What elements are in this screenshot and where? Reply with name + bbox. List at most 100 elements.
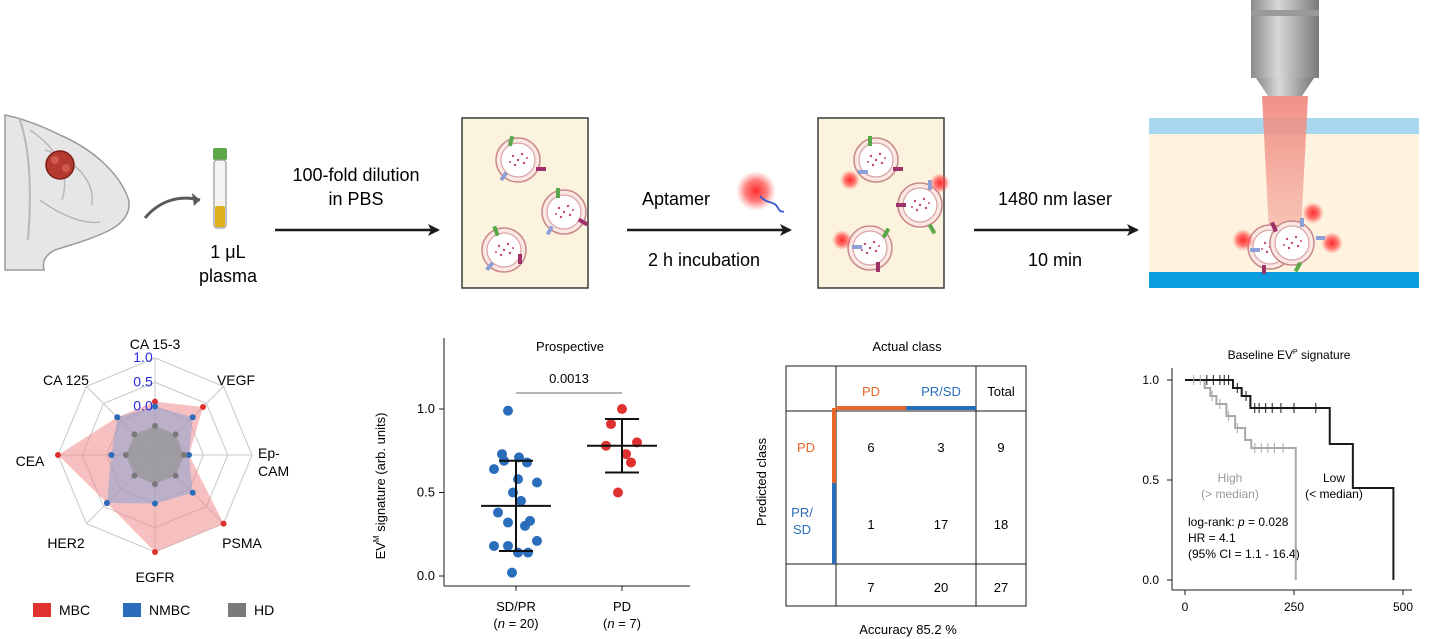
scatter-point (520, 520, 530, 531)
scatter-point (503, 517, 513, 528)
radar-axis-label: CA 125 (43, 372, 89, 388)
cell-prsd-total: 18 (994, 517, 1008, 532)
scatter-title: Prospective (536, 339, 604, 354)
radar-axis-label: CEA (16, 453, 45, 469)
group-label-sdpr: SD/PR (496, 599, 536, 614)
legend-label-mbc: MBC (59, 602, 90, 618)
scatter-point (493, 507, 503, 518)
scatter-point (516, 495, 526, 506)
radar-axis-label: CAM (258, 463, 289, 479)
scatter-point (532, 477, 542, 488)
radar-point-hd (152, 422, 158, 429)
km-y-tick-label: 0.0 (1142, 573, 1159, 587)
km-ci: (95% CI = 1.1 - 16.4) (1188, 547, 1300, 561)
group-n-pd: (n = 7) (603, 616, 641, 631)
workflow-panel: 1 μL plasma 100-fold dilution in PBS Apt… (4, 0, 1419, 289)
radar-point-nmbc (189, 414, 196, 421)
confusion-matrix: Actual class Predicted class PD PR/SD To… (754, 339, 1027, 637)
group-label-pd: PD (613, 599, 631, 614)
radar-axis-label: EGFR (136, 569, 175, 585)
row-header-prsd-line1: PR/ (791, 505, 813, 520)
radar-axis-label: Ep- (258, 445, 280, 461)
step3-label-line2: 10 min (1028, 250, 1082, 270)
step1-label-line2: in PBS (328, 189, 383, 209)
km-y-tick-label: 0.5 (1142, 473, 1159, 487)
scatter-point (606, 419, 616, 430)
scatter-point (513, 474, 523, 485)
km-y-tick-label: 1.0 (1142, 373, 1159, 387)
row-header-pd: PD (797, 440, 815, 455)
breast-illustration (4, 114, 201, 271)
radar-point-mbc (200, 403, 207, 410)
radar-point-hd (172, 431, 179, 438)
plasma-tube-icon (213, 148, 227, 229)
radar-point-hd (131, 431, 138, 438)
step2-label-line2: 2 h incubation (648, 250, 760, 270)
radar-tick-label: 1.0 (133, 349, 153, 365)
scatter-point (532, 535, 542, 546)
radar-chart: 1.0 0.5 0.0 CA 15-3 VEGF Ep- CAM PSMA EGFR HER2 CE… (16, 336, 290, 618)
km-x-tick-label: 500 (1393, 600, 1413, 614)
scatter-point (503, 405, 513, 416)
scatter-point (507, 567, 517, 578)
km-logrank: log-rank: p = 0.028 (1188, 515, 1289, 529)
pvalue-label: 0.0013 (549, 371, 589, 386)
radar-tick-label: 0.0 (133, 398, 153, 414)
km-x-tick-label: 0 (1182, 600, 1189, 614)
scatter-y-tick-label: 0.5 (417, 485, 435, 500)
cell-prsd-pd: 1 (867, 517, 874, 532)
radar-point-mbc (152, 549, 158, 555)
km-x-tick-label: 250 (1284, 600, 1304, 614)
objective-lens-icon (1251, 0, 1319, 96)
radar-area-hd (125, 425, 185, 485)
radar-point-nmbc (108, 452, 115, 458)
sample-well-2 (817, 117, 950, 289)
cell-pd-pd: 6 (867, 440, 874, 455)
group-n-sdpr: (n = 20) (493, 616, 538, 631)
radar-point-nmbc (152, 403, 158, 410)
radar-point-hd (181, 452, 188, 458)
radar-point-nmbc (189, 489, 196, 496)
col-header-total: Total (987, 384, 1015, 399)
cell-pd-prsd: 3 (937, 440, 944, 455)
scatter-point (522, 457, 532, 468)
radar-point-hd (152, 481, 158, 488)
legend-swatch-hd (228, 603, 246, 617)
aptamer-dye-icon (736, 171, 776, 211)
radar-point-mbc (55, 452, 61, 458)
radar-point-mbc (220, 520, 227, 527)
cell-total-prsd: 20 (934, 580, 948, 595)
radar-point-hd (131, 472, 138, 479)
cell-total-pd: 7 (867, 580, 874, 595)
cell-total-total: 27 (994, 580, 1008, 595)
radar-point-mbc (152, 398, 158, 405)
scatter-point (489, 540, 499, 551)
radar-point-nmbc (185, 452, 192, 458)
scatter-point (523, 547, 533, 558)
cell-prsd-prsd: 17 (934, 517, 948, 532)
laser-chamber (1149, 0, 1419, 288)
legend-label-nmbc: NMBC (149, 602, 190, 618)
actual-class-label: Actual class (872, 339, 942, 354)
step3-label-line1: 1480 nm laser (998, 189, 1112, 209)
km-low-label-1: Low (1323, 471, 1345, 485)
scatter-point (626, 457, 636, 468)
row-header-prsd-line2: SD (793, 522, 811, 537)
scatter-point (513, 547, 523, 558)
km-low-label-2: (< median) (1305, 487, 1363, 501)
predicted-class-label: Predicted class (754, 437, 769, 526)
radar-point-nmbc (103, 500, 110, 507)
radar-axis-label: PSMA (222, 535, 262, 551)
accuracy-label: Accuracy 85.2 % (859, 622, 957, 637)
scatter-plot: Prospective EVM signature (arb. units) 0… (372, 338, 690, 631)
scatter-y-tick-label: 1.0 (417, 401, 435, 416)
col-header-pd: PD (862, 384, 880, 399)
legend-label-hd: HD (254, 602, 274, 618)
km-curve-high (1185, 379, 1297, 580)
km-curve-low (1185, 379, 1395, 580)
km-hr: HR = 4.1 (1188, 531, 1236, 545)
col-header-prsd: PR/SD (921, 384, 961, 399)
step1-label-line1: 100-fold dilution (292, 165, 419, 185)
scatter-point (617, 404, 627, 414)
radar-tick-label: 0.5 (133, 373, 153, 389)
